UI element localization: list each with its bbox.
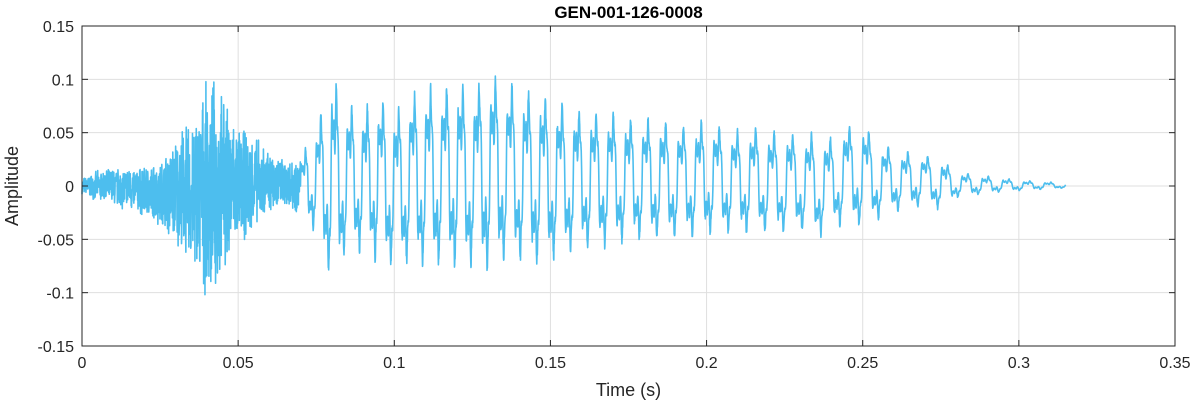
x-tick-label: 0.35 [1159,355,1190,372]
chart-title: GEN-001-126-0008 [554,3,702,22]
y-axis-label: Amplitude [2,146,22,226]
x-axis-ticks: 0 0.05 0.1 0.15 0.2 0.25 0.3 0.35 [78,26,1191,372]
x-tick-label: 0.25 [847,355,878,372]
y-tick-label: -0.15 [38,339,75,356]
waveform-line [81,75,1067,296]
waveform-series [81,75,1067,296]
y-tick-label: -0.1 [46,286,74,303]
x-tick-label: 0.05 [223,355,254,372]
x-tick-label: 0.2 [695,355,717,372]
y-axis-ticks: -0.15 -0.1 -0.05 0 0.05 0.1 0.15 [38,19,1175,356]
x-tick-label: 0.15 [535,355,566,372]
y-tick-label: 0.15 [43,19,74,36]
y-tick-label: -0.05 [38,232,75,249]
x-tick-label: 0 [78,355,87,372]
x-axis-label: Time (s) [596,380,661,400]
y-tick-label: 0.1 [52,72,74,89]
x-tick-label: 0.1 [383,355,405,372]
y-tick-label: 0 [65,179,74,196]
y-tick-label: 0.05 [43,126,74,143]
x-tick-label: 0.3 [1008,355,1030,372]
